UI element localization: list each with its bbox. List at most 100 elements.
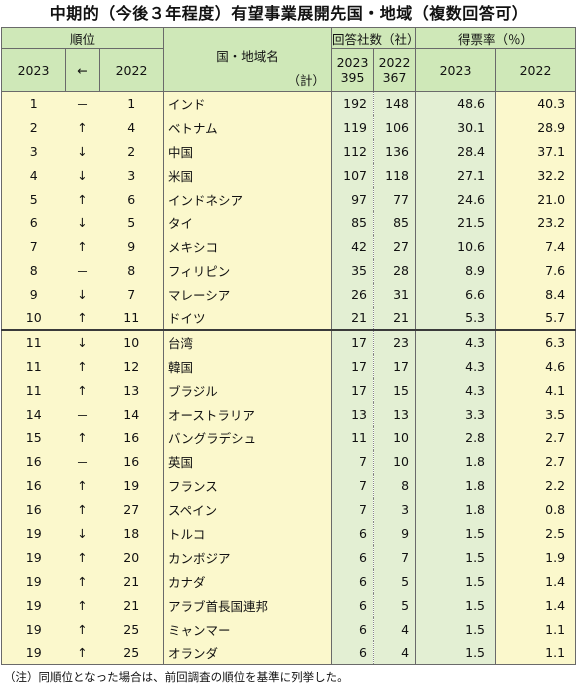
companies-2022-cell: 106 <box>373 115 417 140</box>
table-row: 3 ↓ 2 中国 112 136 28.4 37.1 <box>1 139 577 164</box>
table-row: 19 ↑ 20 カンボジア 6 7 1.5 1.9 <box>1 545 577 570</box>
rank-change-cell: － <box>65 449 100 474</box>
country-name-cell: インドネシア <box>163 187 332 211</box>
share-2023-cell: 27.1 <box>415 163 497 188</box>
country-name-cell: インド <box>163 91 332 116</box>
country-name-cell: 韓国 <box>163 354 332 379</box>
rank-2022-cell: 4 <box>99 115 164 140</box>
rank-2022-cell: 14 <box>99 402 164 426</box>
share-2023-cell: 1.5 <box>415 640 497 666</box>
companies-2022-cell: 85 <box>373 210 417 235</box>
share-2023-cell: 30.1 <box>415 115 497 140</box>
companies-2022-total: 367 <box>382 70 407 85</box>
rank-change-cell: ↓ <box>65 163 100 188</box>
companies-2022-cell: 148 <box>373 91 417 116</box>
rank-change-cell: ↑ <box>65 593 100 618</box>
share-2022-cell: 1.9 <box>495 545 577 570</box>
companies-2023-cell: 6 <box>331 617 374 641</box>
companies-2023-header: 2023 395 <box>331 48 374 92</box>
companies-2022-cell: 118 <box>373 163 417 188</box>
rank-2023-cell: 19 <box>1 569 66 594</box>
country-name-cell: カンボジア <box>163 545 332 570</box>
share-2022-header: 2022 <box>495 48 577 92</box>
country-name-cell: フランス <box>163 473 332 498</box>
table-row: 16 － 16 英国 7 10 1.8 2.7 <box>1 449 577 474</box>
country-name-cell: アラブ首長国連邦 <box>163 593 332 618</box>
share-2022-cell: 7.6 <box>495 258 577 283</box>
rank-change-cell: ↓ <box>65 282 100 307</box>
share-2022-cell: 21.0 <box>495 187 577 211</box>
companies-2022-cell: 10 <box>373 425 417 450</box>
share-2023-cell: 1.5 <box>415 569 497 594</box>
companies-2023-cell: 26 <box>331 282 374 307</box>
companies-2023-cell: 7 <box>331 449 374 474</box>
rank-2022-cell: 16 <box>99 425 164 450</box>
rank-change-cell: － <box>65 258 100 283</box>
companies-2023-cell: 35 <box>331 258 374 283</box>
share-2023-cell: 1.5 <box>415 593 497 618</box>
companies-2022-cell: 8 <box>373 473 417 498</box>
rank-2023-cell: 16 <box>1 449 66 474</box>
country-name-cell: メキシコ <box>163 234 332 259</box>
share-2022-cell: 5.7 <box>495 306 577 331</box>
companies-2023-cell: 21 <box>331 306 374 331</box>
share-2022-cell: 2.7 <box>495 425 577 450</box>
share-2022-cell: 23.2 <box>495 210 577 235</box>
rank-2022-cell: 1 <box>99 91 164 116</box>
companies-header: 回答社数（社） <box>330 27 417 49</box>
share-2022-cell: 2.7 <box>495 449 577 474</box>
rank-change-cell: － <box>65 91 100 116</box>
rank-change-cell: ↑ <box>65 497 100 522</box>
rank-2022-header: 2022 <box>99 48 164 92</box>
rank-2022-cell: 27 <box>99 497 164 522</box>
share-2023-cell: 5.3 <box>415 306 497 331</box>
rank-2023-cell: 16 <box>1 473 66 498</box>
rank-2022-cell: 7 <box>99 282 164 307</box>
rank-2022-cell: 19 <box>99 473 164 498</box>
share-2022-cell: 1.4 <box>495 569 577 594</box>
rank-2023-cell: 10 <box>1 306 66 331</box>
table-row: 4 ↓ 3 米国 107 118 27.1 32.2 <box>1 163 577 188</box>
rank-change-cell: ↑ <box>65 545 100 570</box>
rank-2022-cell: 6 <box>99 187 164 211</box>
rank-header: 順位 <box>1 27 164 49</box>
country-name-cell: カナダ <box>163 569 332 594</box>
companies-2023-cell: 119 <box>331 115 374 140</box>
companies-2022-cell: 77 <box>373 187 417 211</box>
survey-table: 順位 国・地域名 （計） 回答社数（社） 得票率（％） 2023 ← 2022 … <box>1 27 577 666</box>
rank-2023-header: 2023 <box>1 48 66 92</box>
rank-2023-cell: 11 <box>1 378 66 403</box>
rank-change-cell: ↑ <box>65 569 100 594</box>
companies-2022-cell: 4 <box>373 617 417 641</box>
rank-2023-cell: 5 <box>1 187 66 211</box>
share-2023-cell: 1.8 <box>415 473 497 498</box>
companies-2022-cell: 21 <box>373 306 417 331</box>
companies-2023-cell: 85 <box>331 210 374 235</box>
rank-2023-cell: 8 <box>1 258 66 283</box>
rank-2023-cell: 11 <box>1 354 66 379</box>
companies-2022-cell: 13 <box>373 402 417 426</box>
rank-2022-cell: 5 <box>99 210 164 235</box>
country-name-cell: トルコ <box>163 521 332 546</box>
companies-2022-year: 2022 <box>378 55 411 70</box>
country-name-cell: ドイツ <box>163 306 332 331</box>
share-2023-cell: 8.9 <box>415 258 497 283</box>
rank-2022-cell: 10 <box>99 329 164 355</box>
rank-change-cell: － <box>65 402 100 426</box>
rank-arrow-header: ← <box>65 48 100 92</box>
share-2022-cell: 1.1 <box>495 617 577 641</box>
rank-2023-cell: 4 <box>1 163 66 188</box>
share-2023-cell: 10.6 <box>415 234 497 259</box>
companies-2022-cell: 5 <box>373 569 417 594</box>
share-2023-header: 2023 <box>415 48 497 92</box>
companies-2022-header: 2022 367 <box>372 48 417 92</box>
companies-2023-cell: 7 <box>331 497 374 522</box>
companies-2023-cell: 6 <box>331 521 374 546</box>
rank-2022-cell: 8 <box>99 258 164 283</box>
rank-change-cell: ↓ <box>65 139 100 164</box>
rank-change-cell: ↑ <box>65 617 100 641</box>
share-2023-cell: 4.3 <box>415 378 497 403</box>
country-name-cell: スペイン <box>163 497 332 522</box>
rank-change-cell: ↑ <box>65 115 100 140</box>
share-2023-cell: 28.4 <box>415 139 497 164</box>
